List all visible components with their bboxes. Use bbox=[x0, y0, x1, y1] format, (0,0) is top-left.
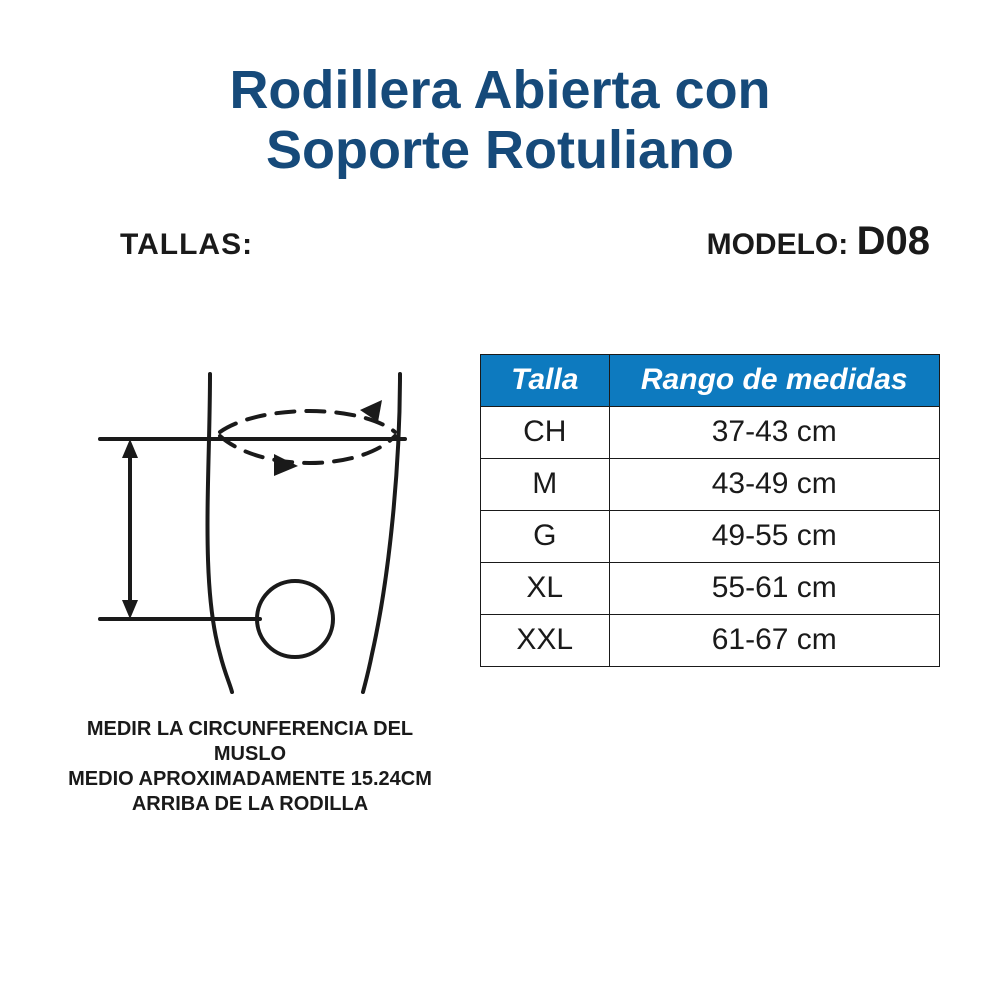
caption-line-2: MEDIO APROXIMADAMENTE 15.24CM bbox=[60, 767, 440, 792]
size-table: Talla Rango de medidas CH37-43 cmM43-49 … bbox=[480, 354, 940, 667]
model-prefix: MODELO: bbox=[707, 228, 857, 261]
measurement-caption: MEDIR LA CIRCUNFERENCIA DEL MUSLO MEDIO … bbox=[60, 717, 480, 817]
range-cell: 61-67 cm bbox=[609, 614, 939, 666]
table-header-row: Talla Rango de medidas bbox=[481, 354, 940, 406]
table-row: CH37-43 cm bbox=[481, 406, 940, 458]
model-value: D08 bbox=[857, 219, 930, 263]
table-row: XXL61-67 cm bbox=[481, 614, 940, 666]
size-cell: XXL bbox=[481, 614, 610, 666]
caption-line-3: ARRIBA DE LA RODILLA bbox=[60, 792, 440, 817]
table-row: M43-49 cm bbox=[481, 458, 940, 510]
diagram-column: MEDIR LA CIRCUNFERENCIA DEL MUSLO MEDIO … bbox=[60, 354, 480, 817]
range-cell: 43-49 cm bbox=[609, 458, 939, 510]
table-header-range: Rango de medidas bbox=[609, 354, 939, 406]
table-column: Talla Rango de medidas CH37-43 cmM43-49 … bbox=[480, 354, 940, 667]
page: Rodillera Abierta con Soporte Rotuliano … bbox=[0, 0, 1000, 1000]
measurement-diagram-icon bbox=[60, 354, 460, 694]
product-title: Rodillera Abierta con Soporte Rotuliano bbox=[60, 60, 940, 181]
range-cell: 37-43 cm bbox=[609, 406, 939, 458]
size-cell: XL bbox=[481, 562, 610, 614]
table-row: G49-55 cm bbox=[481, 510, 940, 562]
size-cell: M bbox=[481, 458, 610, 510]
range-cell: 49-55 cm bbox=[609, 510, 939, 562]
caption-line-1: MEDIR LA CIRCUNFERENCIA DEL MUSLO bbox=[60, 717, 440, 767]
table-header-size: Talla bbox=[481, 354, 610, 406]
title-line-1: Rodillera Abierta con bbox=[60, 60, 940, 120]
sizes-label: TALLAS: bbox=[120, 228, 253, 262]
table-row: XL55-61 cm bbox=[481, 562, 940, 614]
title-line-2: Soporte Rotuliano bbox=[60, 120, 940, 180]
range-cell: 55-61 cm bbox=[609, 562, 939, 614]
size-cell: G bbox=[481, 510, 610, 562]
model-label: MODELO: D08 bbox=[707, 219, 930, 264]
label-row: TALLAS: MODELO: D08 bbox=[60, 219, 940, 264]
size-cell: CH bbox=[481, 406, 610, 458]
content-row: MEDIR LA CIRCUNFERENCIA DEL MUSLO MEDIO … bbox=[60, 354, 940, 817]
